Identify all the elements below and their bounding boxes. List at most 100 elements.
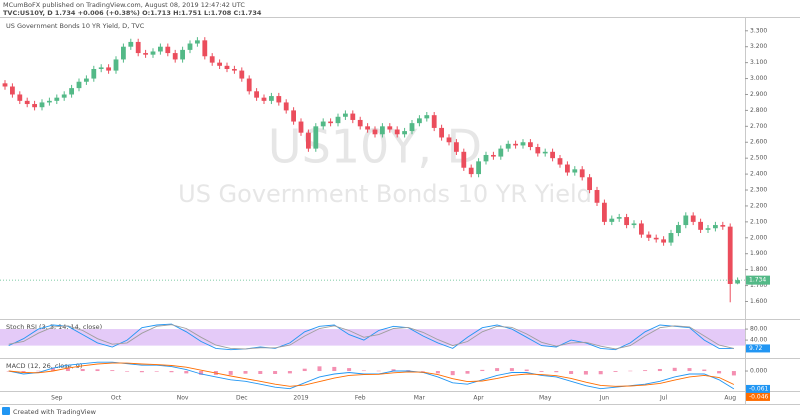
- y-tick-label: 2.900: [750, 91, 767, 98]
- candle-body: [39, 102, 45, 108]
- histogram-bar: [613, 371, 618, 372]
- candle-body: [365, 126, 370, 130]
- histogram-bar: [465, 371, 470, 374]
- candle-body: [343, 113, 348, 117]
- candle-body: [498, 148, 504, 157]
- candle-body: [572, 169, 578, 173]
- histogram-bar: [287, 371, 292, 374]
- candle-body: [291, 110, 296, 122]
- candle-body: [276, 96, 282, 103]
- candle-body: [698, 221, 703, 230]
- candle-body: [350, 113, 356, 120]
- candle-body: [557, 158, 563, 165]
- histogram-bar: [199, 371, 204, 375]
- x-tick-label: Oct: [111, 395, 122, 402]
- histogram-bar: [51, 368, 56, 372]
- y-tick-label: 2.400: [750, 171, 767, 178]
- candle-body: [431, 115, 437, 128]
- candle-body: [298, 121, 304, 133]
- indicator-line: [8, 323, 734, 351]
- x-tick-label: Dec: [236, 395, 248, 402]
- histogram-bar: [702, 369, 707, 372]
- candle-body: [202, 40, 208, 57]
- histogram-bar: [524, 369, 529, 372]
- y-tick-label: 1.800: [750, 266, 767, 273]
- candle-body: [335, 116, 341, 124]
- y-tick-label: 1.900: [750, 250, 767, 257]
- histogram-bar: [421, 371, 426, 372]
- y-tick-label: 2.700: [750, 123, 767, 130]
- candle-body: [505, 143, 511, 149]
- candle-body: [158, 46, 163, 52]
- histogram-bar: [554, 371, 559, 373]
- histogram-bar: [184, 371, 189, 374]
- last-price-box: [746, 275, 770, 285]
- x-tick-label: Jun: [599, 395, 610, 402]
- candle-body: [461, 151, 467, 168]
- y-tick-label: 2.600: [750, 139, 767, 146]
- candle-body: [394, 129, 400, 135]
- last-price-label: 1.734: [749, 277, 766, 284]
- candle-body: [513, 143, 518, 146]
- candle-body: [476, 161, 481, 175]
- candle-body: [328, 121, 333, 124]
- candle-body: [424, 115, 430, 119]
- x-tick-label: Mar: [414, 395, 426, 402]
- candle-body: [535, 147, 541, 154]
- candle-body: [565, 164, 570, 173]
- panel-title: MACD (12, 26, close, 9): [6, 362, 82, 370]
- histogram-bar: [21, 371, 26, 373]
- candle-body: [550, 151, 555, 159]
- y-tick-label: 2.800: [750, 107, 767, 114]
- histogram-bar: [480, 369, 485, 372]
- candle-body: [32, 104, 37, 108]
- y-tick-label: 1.600: [750, 298, 767, 305]
- candle-body: [631, 223, 637, 226]
- histogram-bar: [317, 366, 322, 372]
- x-tick-label: 2019: [293, 395, 308, 402]
- histogram-bar: [125, 371, 130, 372]
- candle-body: [454, 142, 459, 152]
- candle-body: [320, 121, 326, 127]
- candle-body: [10, 86, 15, 95]
- y-tick-label: 3.300: [750, 27, 767, 34]
- histogram-bar: [361, 370, 366, 372]
- candle-body: [491, 154, 496, 157]
- candle-body: [84, 78, 89, 82]
- y-tick-label: 3.100: [750, 59, 767, 66]
- histogram-bar: [495, 368, 500, 372]
- x-tick-label: Feb: [355, 395, 366, 402]
- candle-body: [47, 100, 52, 103]
- band: [0, 329, 745, 346]
- y-tick-label: 2.000: [750, 234, 767, 241]
- candle-body: [624, 217, 629, 226]
- symbol-line: TVC:US10Y, D 1.734 +0.006 (+0.38%) O:1.7…: [3, 9, 262, 17]
- candle-body: [661, 239, 666, 243]
- y-tick-label: 2.300: [750, 187, 767, 194]
- histogram-bar: [258, 371, 263, 374]
- histogram-bar: [243, 371, 248, 374]
- candle-body: [283, 102, 289, 111]
- histogram-bar: [80, 368, 85, 372]
- value-label: -0.061: [749, 385, 769, 392]
- candle-body: [357, 119, 363, 127]
- candle-body: [528, 142, 533, 148]
- y-tick-label: 2.100: [750, 218, 767, 225]
- histogram-bar: [717, 371, 722, 374]
- histogram-bar: [110, 370, 115, 372]
- histogram-bar: [435, 371, 440, 374]
- candle-body: [727, 226, 733, 284]
- candle-body: [61, 94, 67, 98]
- candle-body: [254, 91, 259, 98]
- candle-body: [417, 118, 422, 124]
- watermark-name: US Government Bonds 10 YR Yield: [178, 180, 592, 208]
- y-tick-label: 2.500: [750, 155, 767, 162]
- y-tick-label: 1.700: [750, 282, 767, 289]
- candle-body: [150, 51, 156, 55]
- candle-body: [261, 97, 267, 101]
- publisher-line: MCumBoFX published on TradingView.com, A…: [3, 1, 245, 9]
- candle-body: [69, 88, 74, 95]
- candle-body: [468, 167, 474, 175]
